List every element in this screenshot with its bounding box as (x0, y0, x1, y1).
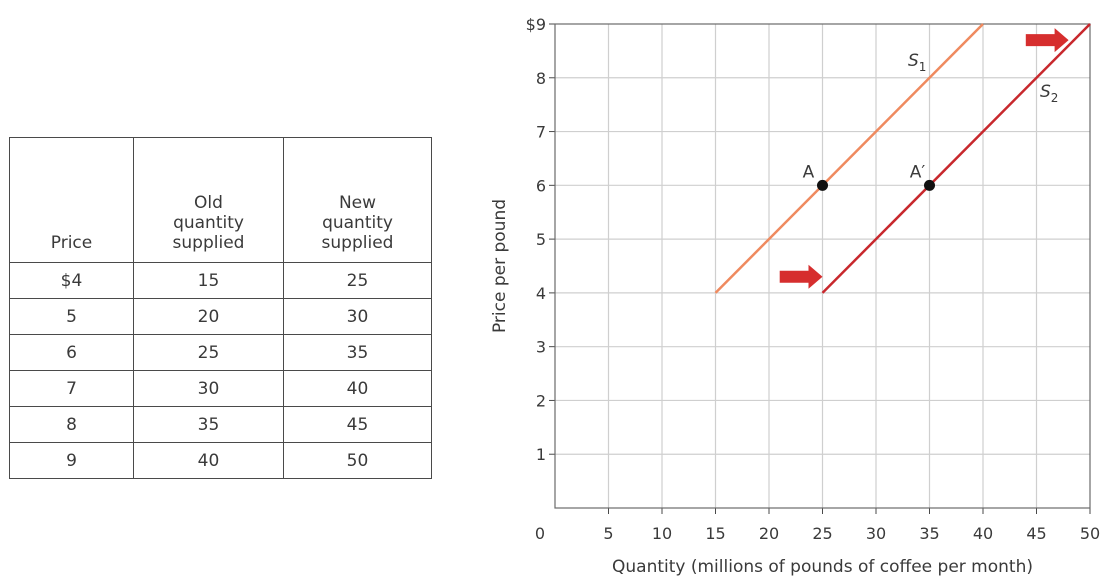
supply-schedule-table: Price Old quantity supplied New quantity… (9, 137, 432, 479)
cell-new-quantity: 30 (283, 298, 432, 335)
header-price: Price (9, 137, 134, 263)
x-tick-label: 5 (603, 524, 613, 543)
point-label-a: A (803, 162, 815, 182)
series-label-s1: S1 (908, 51, 926, 74)
x-tick-label: 45 (1026, 524, 1046, 543)
y-tick-label: 6 (536, 176, 546, 195)
cell-price: 5 (9, 298, 134, 335)
cell-old-quantity: 30 (133, 370, 284, 407)
cell-price: $4 (9, 262, 134, 299)
x-tick-label: 20 (759, 524, 779, 543)
table-row: $4 15 25 (9, 262, 432, 299)
y-tick-label: 3 (536, 338, 546, 357)
y-tick-label: $9 (526, 15, 546, 34)
series-label-s2: S2 (1040, 82, 1058, 105)
table-row: 5 20 30 (9, 298, 432, 335)
cell-new-quantity: 25 (283, 262, 432, 299)
cell-new-quantity: 50 (283, 442, 432, 479)
x-tick-label: 0 (535, 524, 545, 543)
y-tick-label: 4 (536, 284, 546, 303)
series-line-s2 (821, 23, 1091, 294)
shift-arrow-2 (779, 264, 823, 289)
table-header-row: Price Old quantity supplied New quantity… (9, 137, 432, 263)
header-old-quantity: Old quantity supplied (133, 137, 284, 263)
table-row: 8 35 45 (9, 406, 432, 443)
x-tick-label: 25 (812, 524, 832, 543)
series-line-s1 (714, 23, 984, 294)
point-a (817, 179, 828, 191)
table-row: 9 40 50 (9, 442, 432, 479)
x-tick-label: 15 (705, 524, 725, 543)
plot-border (554, 23, 1091, 509)
y-tick-label: 7 (536, 123, 546, 142)
y-tick-label: 8 (536, 69, 546, 88)
x-axis-label: Quantity (millions of pounds of coffee p… (612, 557, 1033, 577)
cell-new-quantity: 35 (283, 334, 432, 371)
point-label-a-prime: A′ (910, 162, 926, 182)
y-axis-label: Price per pound (490, 199, 510, 333)
x-tick-label: 30 (866, 524, 886, 543)
shift-arrow-1 (1025, 28, 1069, 53)
y-tick-label: 5 (536, 230, 546, 249)
cell-price: 9 (9, 442, 134, 479)
x-tick-label: 50 (1080, 524, 1100, 543)
point-a-prime (924, 179, 935, 191)
x-tick-label: 10 (652, 524, 672, 543)
y-tick-label: 1 (536, 445, 546, 464)
y-tick-label: 2 (536, 391, 546, 410)
header-new-quantity: New quantity supplied (283, 137, 432, 263)
x-tick-label: 40 (973, 524, 993, 543)
x-tick-label: 35 (919, 524, 939, 543)
cell-old-quantity: 15 (133, 262, 284, 299)
cell-old-quantity: 40 (133, 442, 284, 479)
